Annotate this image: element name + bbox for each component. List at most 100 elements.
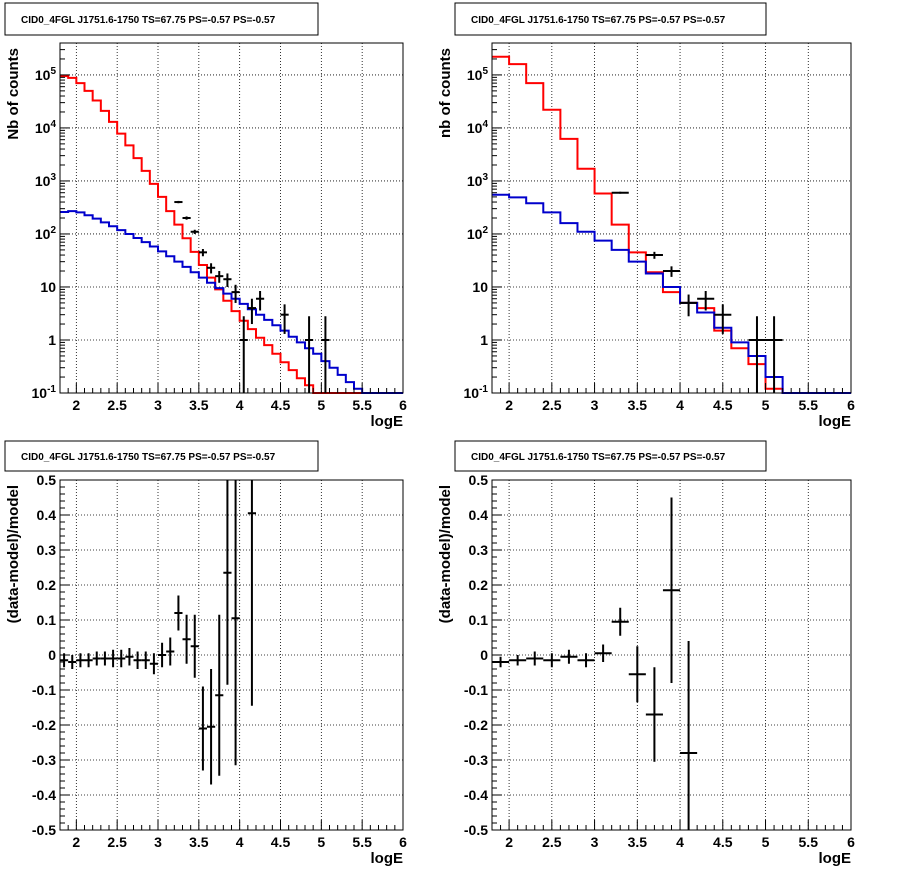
tick-label-y: 104 [35,119,57,136]
data-point [158,642,167,668]
data-point [84,653,93,668]
data-point [223,480,232,685]
tick-label-x: 3 [591,834,599,850]
tick-label-y: 0.5 [469,472,489,488]
pad-bottom-right: CID0_4FGL J1751.6-1750 TS=67.75 PS=-0.57… [437,440,855,867]
tick-label-y: 0.5 [37,472,57,488]
tick-label-y: -0.3 [464,752,488,768]
data-point [174,595,183,631]
tick-label-y: 0.4 [469,507,489,523]
data-point [611,191,629,194]
tick-label-x: 2.5 [542,397,562,413]
tick-label-x: 6 [399,397,407,413]
x-axis-label: logE [371,413,404,430]
tick-label-y: -0.2 [464,717,488,733]
x-axis-label: logE [819,413,852,430]
tick-label-y: -0.1 [32,682,56,698]
data-point [190,229,199,234]
chart-title: CID0_4FGL J1751.6-1750 TS=67.75 PS=-0.57… [21,452,276,463]
data-point [509,655,527,666]
tick-label-x: 5 [317,834,325,850]
data-point [231,284,240,303]
histogram-series-1 [492,193,851,394]
tick-label-x: 2.5 [542,834,562,850]
data-point [662,266,681,277]
data-point [109,649,118,668]
tick-label-x: 3 [591,397,599,413]
tick-label-y: 0.4 [37,507,57,523]
data-point [223,273,232,287]
data-point [256,290,265,311]
data-point [207,263,216,274]
data-point [141,651,150,669]
data-point [198,249,207,257]
data-point [166,637,175,666]
data-point [60,653,69,668]
title-box [4,2,319,36]
tick-label-y: 0.1 [469,612,489,628]
tick-label-x: 4.5 [713,834,733,850]
data-point [247,480,256,706]
tick-label-y: 0.1 [37,612,57,628]
data-point [215,614,224,776]
data-point [133,651,142,669]
tick-label-y: 10-1 [32,384,57,401]
tick-label-y: 0.3 [37,542,57,558]
data-point [645,251,663,259]
tick-label-y: -0.5 [32,822,56,838]
tick-label-y: 10 [40,279,56,295]
data-point [100,651,109,666]
tick-label-x: 4.5 [271,397,291,413]
data-point [125,648,134,666]
data-point [560,649,578,664]
tick-label-y: -0.5 [464,822,488,838]
tick-label-x: 5.5 [799,397,819,413]
data-point [594,644,612,662]
tick-label-y: 0 [48,647,56,663]
data-point [321,316,330,393]
tick-label-y: -0.4 [464,787,488,803]
pad-bottom-left: CID0_4FGL J1751.6-1750 TS=67.75 PS=-0.57… [4,440,407,867]
data-point [215,271,224,283]
data-point [577,653,595,668]
tick-label-y: 105 [35,66,57,83]
data-point [526,651,544,666]
tick-label-x: 5.5 [799,834,819,850]
tick-label-y: -0.2 [32,717,56,733]
data-point [662,497,681,683]
x-axis-label: logE [819,850,852,867]
data-point [190,614,199,678]
tick-label-y: 105 [467,66,489,83]
tick-label-x: 2 [505,834,513,850]
tick-label-y: -0.4 [32,787,56,803]
plot-frame [59,42,404,394]
data-point [76,653,85,668]
data-point [305,316,314,393]
x-axis-label: logE [371,850,404,867]
pad-top-right: CID0_4FGL J1751.6-1750 TS=67.75 PS=-0.57… [437,2,855,430]
data-point [628,646,646,703]
y-axis-label: (data-model)/model [5,485,22,623]
title-box [4,440,319,472]
tick-label-y: 102 [467,225,489,242]
data-point [748,316,766,393]
tick-label-y: 103 [35,172,57,189]
tick-label-x: 2.5 [107,397,127,413]
tick-label-y: 0.3 [469,542,489,558]
tick-label-x: 4 [236,397,244,413]
tick-label-x: 3.5 [628,834,648,850]
title-box [454,2,767,36]
tick-label-y: 0.2 [469,577,489,593]
data-point [680,641,698,830]
tick-label-y: 10 [472,279,488,295]
y-axis-label: nb of counts [437,48,454,138]
tick-label-y: 1 [480,332,488,348]
tick-label-x: 4.5 [271,834,291,850]
y-axis-label: Nb of counts [5,48,22,140]
chart-title: CID0_4FGL J1751.6-1750 TS=67.75 PS=-0.57… [21,15,276,26]
tick-label-x: 5 [762,834,770,850]
tick-label-y: 1 [48,332,56,348]
chart-title: CID0_4FGL J1751.6-1750 TS=67.75 PS=-0.57… [471,452,726,463]
title-box [454,440,767,472]
data-point [231,480,240,766]
